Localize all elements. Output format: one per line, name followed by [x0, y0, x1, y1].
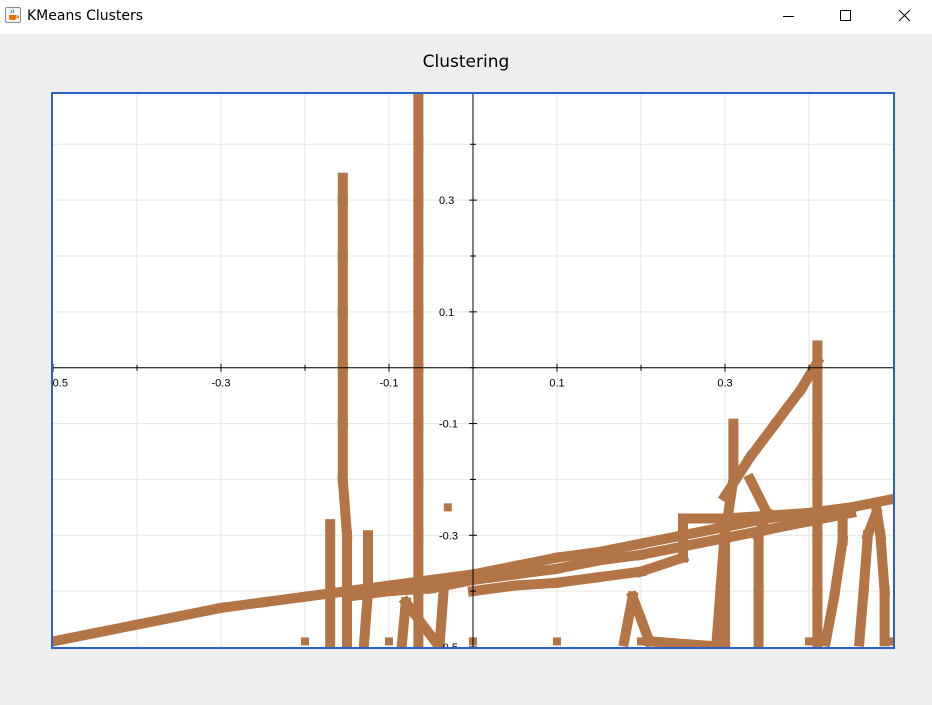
- y-tick-label: -0.5: [439, 642, 458, 647]
- maximize-icon: [840, 10, 851, 21]
- close-icon: [898, 9, 911, 22]
- data-point-link: [635, 529, 689, 550]
- data-point-link: [593, 537, 647, 558]
- data-point-link: [761, 507, 815, 522]
- data-point-link: [858, 529, 874, 597]
- data-point-link: [819, 590, 841, 647]
- data-point-link: [215, 596, 269, 614]
- data-point: [637, 637, 645, 646]
- data-point-link: [467, 560, 521, 581]
- data-point-link: [434, 585, 449, 647]
- data-point-link: [509, 551, 563, 572]
- data-point-link: [711, 580, 727, 647]
- data-point-link: [383, 574, 437, 592]
- data-point-link: [337, 474, 353, 541]
- data-point-link: [257, 591, 311, 608]
- data-point: [385, 637, 393, 646]
- data-point-link: [425, 568, 479, 586]
- chart-title: Clustering: [422, 52, 510, 72]
- data-point-link: [467, 579, 521, 597]
- data-point-link: [875, 529, 890, 597]
- data-point-link: [828, 535, 849, 603]
- y-tick-label: 0.1: [439, 307, 454, 319]
- java-cup-icon: [5, 7, 21, 23]
- data-point-link: [509, 563, 563, 580]
- axes: -0.5 -0.3 -0.1 0.1 0.3 0.3 0.1 -0.1 -0.3 -0.5: [53, 94, 893, 647]
- title-bar: KMeans Clusters: [0, 0, 932, 34]
- data-point-link: [634, 551, 690, 578]
- data-point-link: [89, 618, 143, 639]
- data-points: [53, 94, 893, 647]
- data-point-link: [854, 585, 869, 647]
- y-tick-label: -0.3: [439, 530, 458, 542]
- x-tick-label: -0.5: [53, 378, 68, 390]
- data-point-link: [677, 521, 731, 542]
- data-point-link: [509, 577, 563, 591]
- window-title: KMeans Clusters: [27, 8, 144, 24]
- data-point-link: [551, 554, 605, 575]
- data-point-link: [761, 515, 815, 536]
- data-point-link: [396, 596, 412, 647]
- x-tick-label: 0.3: [717, 378, 732, 390]
- close-button[interactable]: [874, 0, 932, 32]
- scatter-plot: -0.5 -0.3 -0.1 0.1 0.3 0.3 0.1 -0.1 -0.3 -0.5: [53, 94, 893, 647]
- y-tick-label: 0.3: [439, 195, 454, 207]
- data-point-link: [793, 355, 825, 397]
- y-tick-label: -0.1: [439, 419, 458, 431]
- maximize-button[interactable]: [817, 0, 875, 32]
- data-point-link: [677, 532, 731, 553]
- x-tick-label: -0.3: [212, 378, 231, 390]
- data-point-link: [383, 583, 437, 597]
- data-point-link: [131, 610, 185, 631]
- data-point: [301, 637, 309, 646]
- data-point-link: [743, 416, 783, 465]
- data-point-link: [768, 383, 808, 431]
- data-point-link: [425, 574, 479, 595]
- data-point-link: [398, 595, 446, 647]
- data-point-link: [173, 602, 227, 623]
- x-tick-label: 0.1: [549, 378, 564, 390]
- minimize-button[interactable]: [760, 0, 818, 32]
- data-point-link: [467, 568, 521, 586]
- data-point-link: [718, 450, 758, 504]
- data-point: [805, 637, 813, 646]
- data-point-link: [593, 549, 647, 567]
- data-point-link: [551, 571, 605, 589]
- x-tick-label: -0.1: [380, 378, 399, 390]
- data-point-link: [53, 627, 101, 647]
- data-point-link: [593, 565, 647, 583]
- data-point: [889, 637, 893, 646]
- data-point: [443, 503, 452, 512]
- data-point-link: [358, 585, 374, 647]
- data-point-link: [743, 472, 774, 520]
- data-point-link: [551, 546, 605, 564]
- plot-area: -0.5 -0.3 -0.1 0.1 0.3 0.3 0.1 -0.1 -0.3 -0.5: [51, 92, 895, 649]
- minimize-icon: [783, 16, 794, 17]
- data-point: [553, 637, 561, 646]
- data-point-link: [870, 501, 887, 541]
- data-point-link: [715, 524, 731, 591]
- data-point-link: [635, 540, 689, 561]
